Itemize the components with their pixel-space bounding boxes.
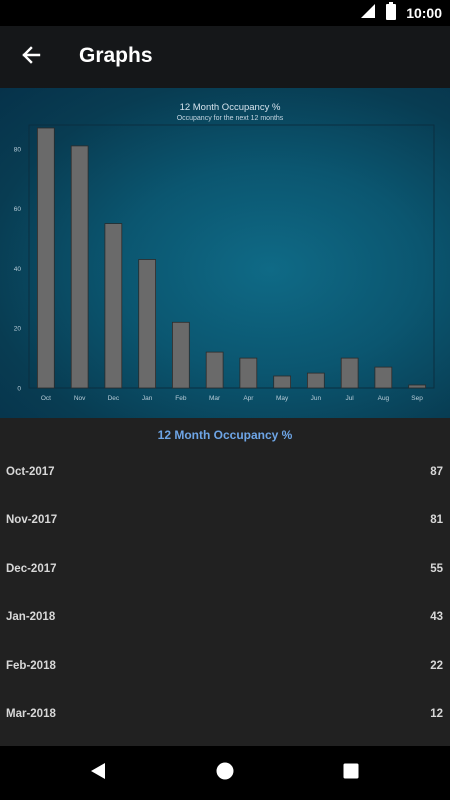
- chart-title: 12 Month Occupancy %: [180, 102, 281, 113]
- nav-back-button[interactable]: [83, 758, 113, 788]
- app-bar: Graphs: [0, 26, 450, 88]
- row-value: 12: [430, 707, 443, 720]
- bar-sep: [408, 384, 427, 389]
- occupancy-bar-chart: 12 Month Occupancy % Occupancy for the n…: [14, 102, 435, 402]
- row-month: Feb-2018: [6, 659, 56, 672]
- bar-dec: [104, 223, 123, 389]
- x-tick-label: Jun: [311, 395, 322, 402]
- x-tick-label: May: [276, 395, 289, 402]
- bar-jan: [138, 259, 156, 389]
- row-value: 43: [430, 611, 443, 624]
- signal-icon: [360, 3, 376, 24]
- row-month: Nov-2017: [6, 514, 58, 527]
- row-value: 87: [430, 466, 443, 478]
- nav-recents-button[interactable]: [336, 758, 366, 788]
- row-month: Jan-2018: [6, 611, 56, 624]
- table-row: Feb-2018 22: [0, 642, 450, 690]
- x-tick-label: Aug: [378, 395, 390, 402]
- chart-panel: 12 Month Occupancy % Occupancy for the n…: [0, 88, 450, 418]
- x-axis: Oct Nov Dec Jan Feb Mar Apr May Jun Jul Aug Sep: [41, 395, 423, 402]
- bar-jul: [340, 357, 359, 389]
- table-row: Nov-2017 81: [0, 496, 450, 544]
- table-row: Oct-2017 87: [0, 448, 450, 496]
- status-bar: 10:00: [0, 0, 450, 26]
- status-time: 10:00: [406, 5, 442, 21]
- bar-feb: [171, 321, 190, 389]
- row-month: Dec-2017: [6, 562, 57, 575]
- bar-apr: [239, 357, 258, 389]
- nav-home-button[interactable]: [210, 758, 240, 788]
- system-nav-bar: [0, 746, 450, 800]
- y-tick-label: 60: [14, 206, 22, 213]
- bar-may: [273, 375, 292, 389]
- chart-subtitle: Occupancy for the next 12 months: [177, 115, 284, 122]
- square-recents-icon: [343, 763, 359, 784]
- battery-icon: [386, 1, 397, 25]
- x-tick-label: Jan: [142, 395, 153, 402]
- row-value: 22: [430, 659, 443, 672]
- y-tick-label: 0: [17, 386, 21, 393]
- table-rows: Oct-2017 87 Nov-2017 81 Dec-2017 55 Jan-…: [0, 448, 450, 738]
- y-tick-label: 40: [14, 266, 22, 273]
- x-tick-label: Dec: [108, 395, 120, 402]
- row-month: Mar-2018: [6, 707, 56, 720]
- triangle-back-icon: [89, 762, 107, 785]
- plot-area-frame: [28, 124, 435, 389]
- occupancy-table: 12 Month Occupancy % Oct-2017 87 Nov-201…: [0, 418, 450, 746]
- x-tick-label: Oct: [41, 395, 51, 402]
- bar-jun: [306, 372, 325, 389]
- x-tick-label: Apr: [243, 395, 254, 402]
- back-button[interactable]: [10, 36, 52, 78]
- row-value: 81: [430, 514, 443, 527]
- y-tick-label: 80: [14, 146, 22, 153]
- bars: [37, 127, 427, 389]
- bar-oct: [37, 127, 55, 389]
- table-title: 12 Month Occupancy %: [157, 428, 293, 442]
- table-row: Jan-2018 43: [0, 593, 450, 641]
- y-axis: 0 20 40 60 80: [14, 146, 22, 392]
- x-tick-label: Mar: [209, 395, 221, 402]
- bar-mar: [205, 351, 224, 389]
- x-tick-label: Sep: [411, 395, 423, 402]
- circle-home-icon: [216, 762, 234, 785]
- table-row: Dec-2017 55: [0, 545, 450, 593]
- row-month: Oct-2017: [6, 466, 55, 478]
- row-value: 55: [430, 562, 443, 575]
- bar-aug: [374, 366, 393, 389]
- x-tick-label: Feb: [175, 395, 187, 402]
- x-tick-label: Nov: [74, 395, 86, 402]
- table-row: Mar-2018 12: [0, 690, 450, 738]
- bar-nov: [70, 145, 89, 389]
- page-title: Graphs: [79, 44, 153, 67]
- x-tick-label: Jul: [345, 395, 354, 402]
- y-tick-label: 20: [14, 326, 22, 333]
- arrow-left-icon: [21, 45, 41, 70]
